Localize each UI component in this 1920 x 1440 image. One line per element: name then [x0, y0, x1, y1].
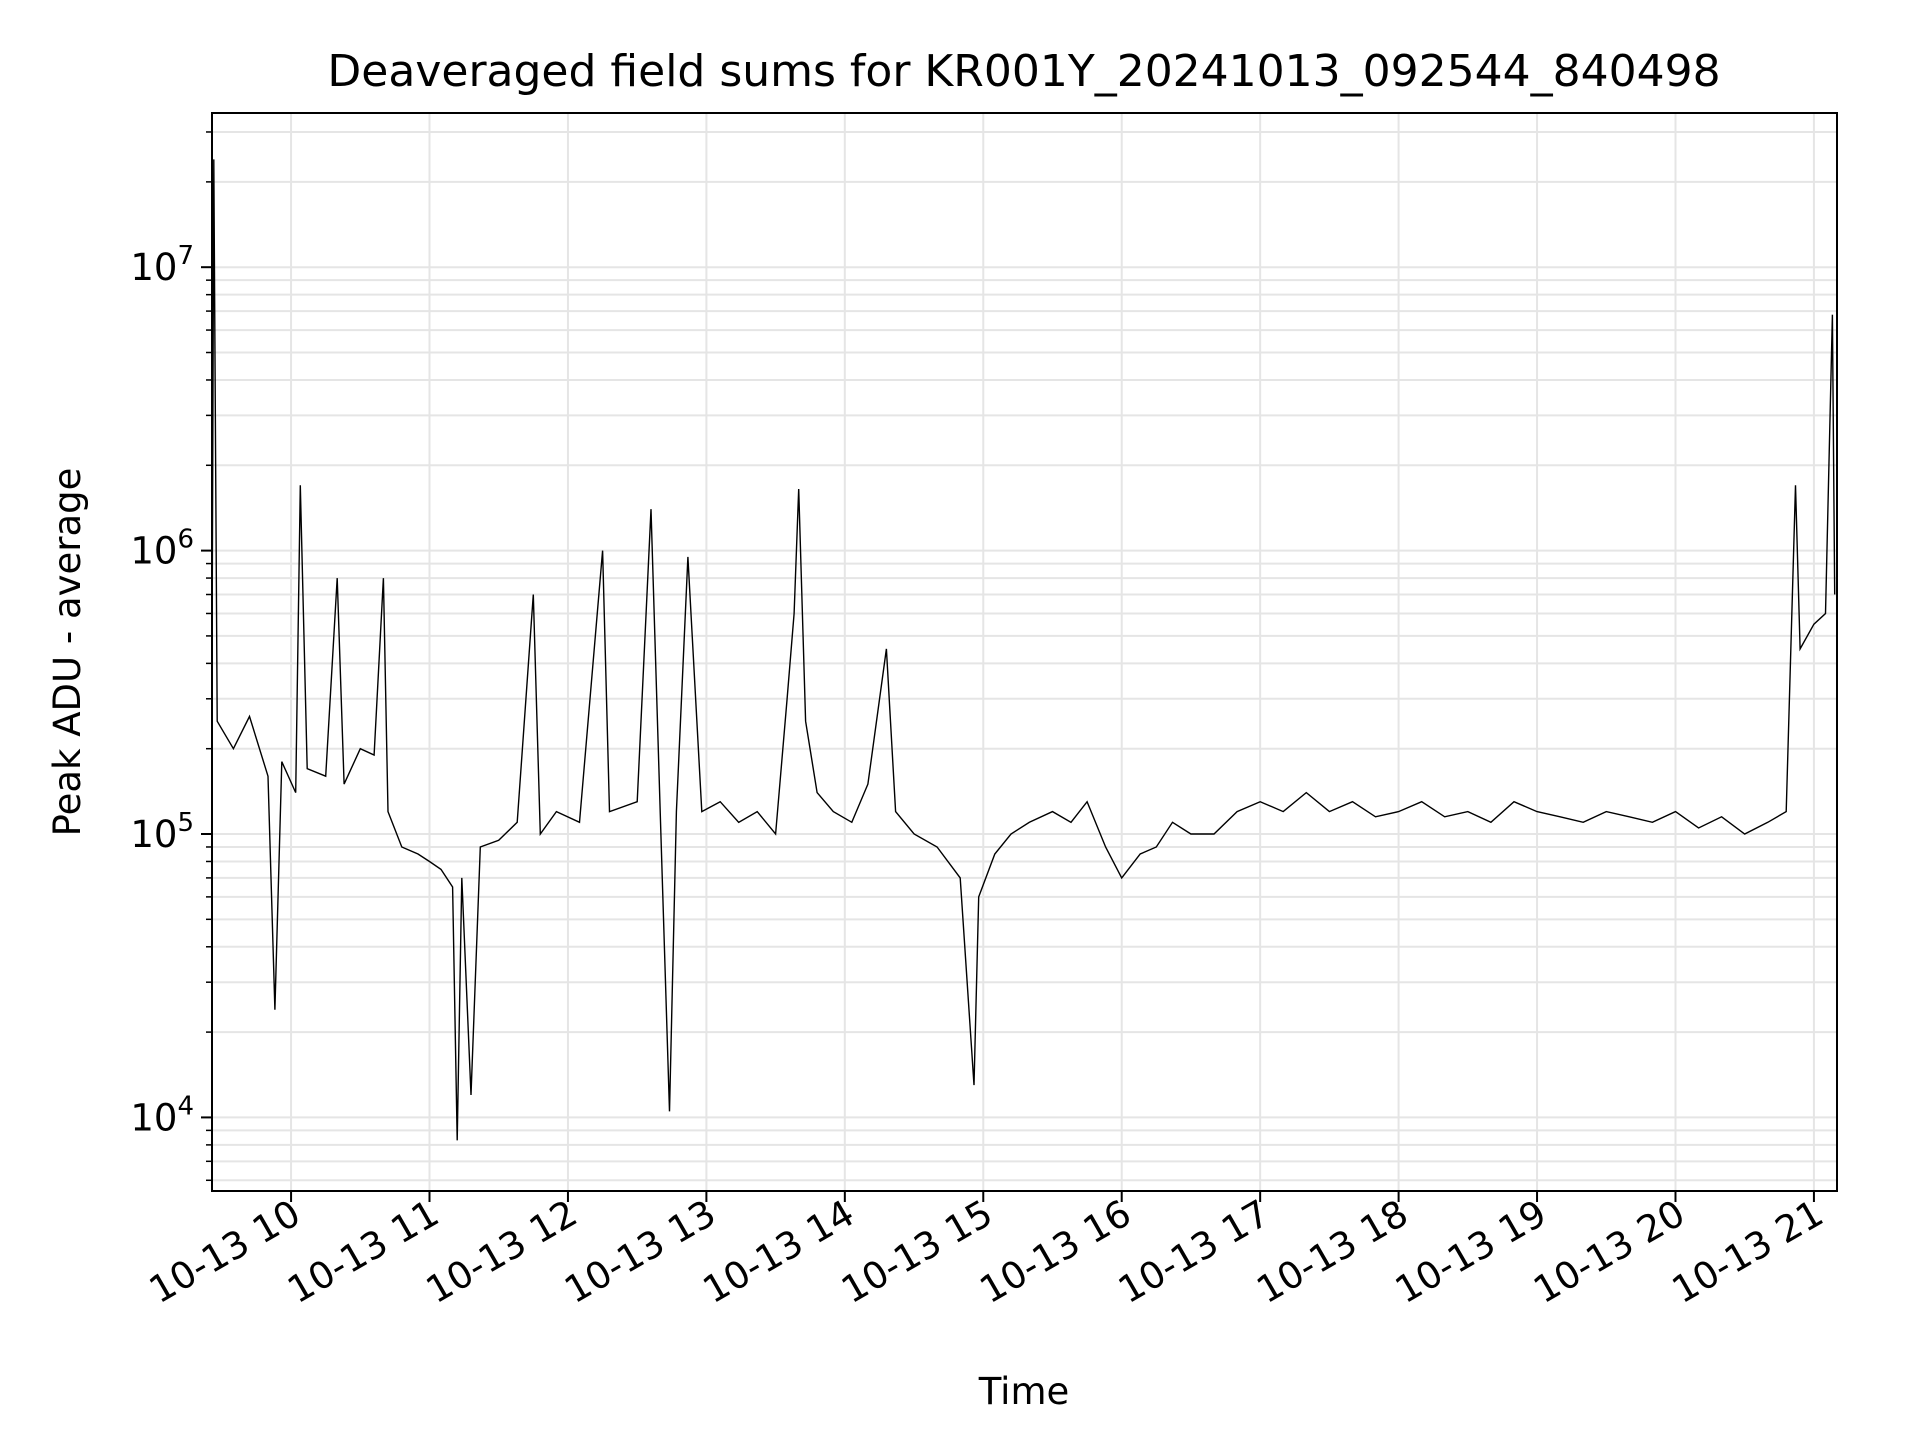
y-tick-label-base: 10	[130, 246, 177, 289]
x-tick-label: 10-13 11	[280, 1192, 446, 1312]
y-tick-label-exponent: 7	[177, 241, 194, 271]
plot-frame	[211, 112, 1838, 1192]
x-tick-label: 10-13 17	[1111, 1192, 1277, 1312]
x-tick-label: 10-13 12	[419, 1192, 585, 1312]
y-tick-label-base: 10	[130, 530, 177, 573]
x-tick-label: 10-13 20	[1526, 1192, 1692, 1312]
chart-title: Deaveraged field sums for KR001Y_2024101…	[327, 46, 1720, 97]
x-tick-label: 10-13 13	[557, 1192, 723, 1312]
x-tick-label: 10-13 21	[1665, 1192, 1831, 1312]
grid	[212, 113, 1837, 1191]
y-tick-label-exponent: 4	[177, 1091, 194, 1121]
x-tick-label: 10-13 14	[696, 1192, 862, 1312]
y-tick-label: 104	[130, 1091, 194, 1139]
series-line	[211, 159, 1836, 1141]
x-tick-label: 10-13 18	[1250, 1192, 1416, 1312]
y-axis-label: Peak ADU - average	[46, 468, 89, 837]
x-tick-label: 10-13 10	[142, 1192, 308, 1312]
y-tick-label-exponent: 6	[177, 525, 194, 555]
x-tick-label: 10-13 15	[834, 1192, 1000, 1312]
series	[211, 159, 1836, 1141]
x-axis-label: Time	[978, 1370, 1070, 1413]
y-tick-label: 105	[130, 808, 194, 856]
y-tick-label-exponent: 5	[177, 808, 194, 838]
x-tick-label: 10-13 16	[973, 1192, 1139, 1312]
y-tick-label-base: 10	[130, 813, 177, 856]
y-tick-label: 107	[130, 241, 194, 289]
x-tick-label: 10-13 19	[1388, 1192, 1554, 1312]
y-tick-label-base: 10	[130, 1096, 177, 1139]
y-tick-label: 106	[130, 525, 194, 573]
